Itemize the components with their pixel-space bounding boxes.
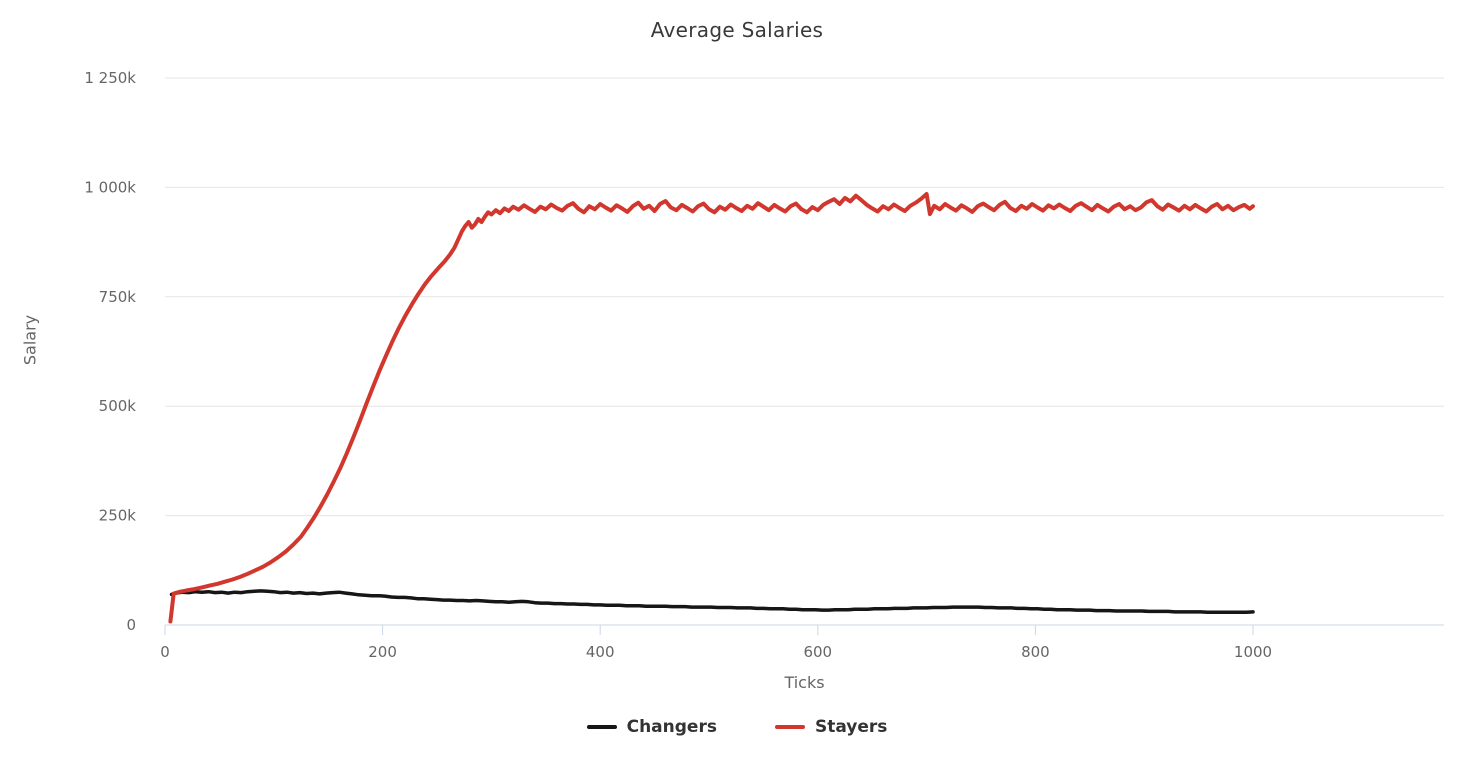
y-tick-label: 1 250k bbox=[84, 69, 136, 87]
x-tick-label: 0 bbox=[160, 643, 170, 661]
legend-label-changers: Changers bbox=[626, 717, 717, 737]
legend-item-stayers[interactable]: Stayers bbox=[774, 717, 888, 737]
y-tick-label: 500k bbox=[99, 397, 137, 415]
legend: Changers Stayers bbox=[0, 717, 1474, 737]
x-tick-label: 400 bbox=[586, 643, 615, 661]
chart-title: Average Salaries bbox=[650, 18, 824, 42]
x-tick-label: 1000 bbox=[1234, 643, 1272, 661]
y-tick-label: 0 bbox=[126, 616, 136, 634]
x-tick-label: 800 bbox=[1021, 643, 1050, 661]
x-tick-label: 200 bbox=[368, 643, 397, 661]
x-tick-label: 600 bbox=[803, 643, 832, 661]
series-line-changers[interactable] bbox=[169, 589, 1255, 615]
changers-line-marker-icon bbox=[586, 725, 617, 729]
legend-item-changers[interactable]: Changers bbox=[586, 717, 717, 737]
legend-label-stayers: Stayers bbox=[814, 717, 888, 737]
stayers-line-marker-icon bbox=[774, 725, 805, 729]
x-axis-title: Ticks bbox=[784, 673, 825, 692]
series-line-stayers[interactable] bbox=[168, 192, 1255, 624]
y-tick-label: 750k bbox=[99, 288, 137, 306]
y-tick-label: 1 000k bbox=[84, 178, 136, 196]
y-tick-label: 250k bbox=[99, 507, 137, 525]
